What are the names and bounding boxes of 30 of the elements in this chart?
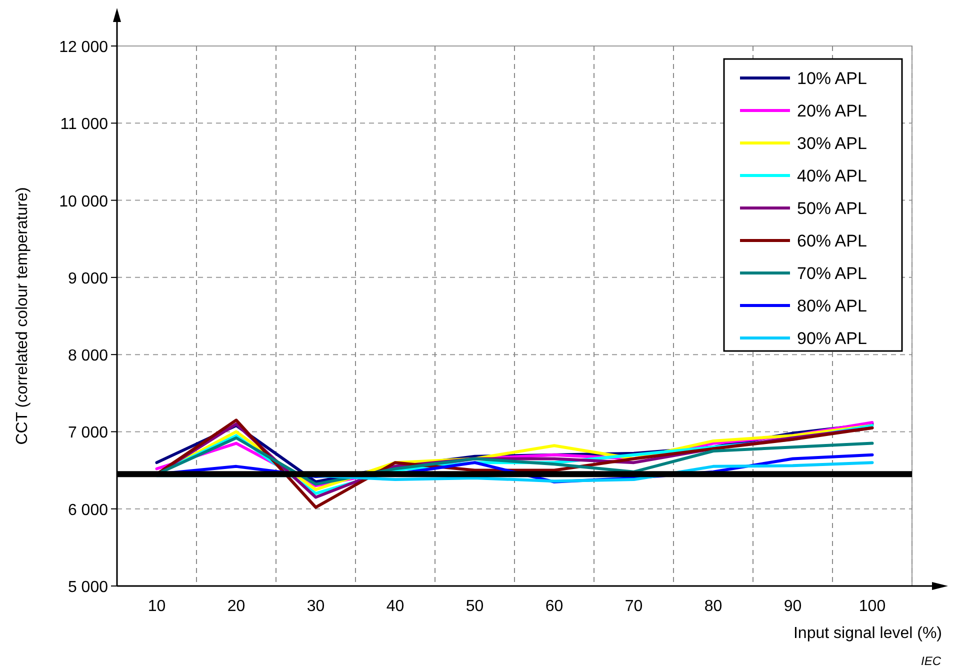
legend-label: 40% APL [797,166,867,186]
x-tick-label: 20 [227,598,246,615]
x-tick-label: 70 [624,598,643,615]
legend-label: 30% APL [797,134,867,153]
legend-label: 70% APL [797,264,867,283]
x-tick-label: 100 [858,598,886,615]
x-tick-label: 60 [545,598,564,615]
legend-label: 10% APL [797,69,867,88]
y-tick-label: 9 000 [68,270,108,288]
x-tick-label: 10 [148,598,166,615]
y-tick-label: 11 000 [60,116,108,134]
legend-label: 50% APL [797,199,867,218]
y-tick-label: 7 000 [68,424,108,442]
x-tick-label: 80 [704,598,722,615]
x-tick-label: 90 [784,598,802,615]
y-axis-title: CCT (correlated colour temperature) [14,187,31,445]
legend-label: 20% APL [797,102,867,120]
legend-label: 60% APL [797,232,867,250]
text: IEC [920,654,942,668]
legend-label: 80% APL [797,296,867,316]
x-tick-label: 40 [386,598,404,615]
y-tick-label: 6 000 [68,502,108,519]
y-tick-label: 5 000 [68,579,108,596]
x-tick-label: 30 [306,598,325,615]
x-tick-label: 50 [466,598,484,615]
y-tick-label: 12 000 [59,39,108,56]
y-tick-label: 10 000 [59,193,108,210]
y-tick-label: 8 000 [68,348,108,365]
legend-label: 90% APL [797,329,867,348]
x-axis-title: Input signal level (%) [793,625,942,642]
